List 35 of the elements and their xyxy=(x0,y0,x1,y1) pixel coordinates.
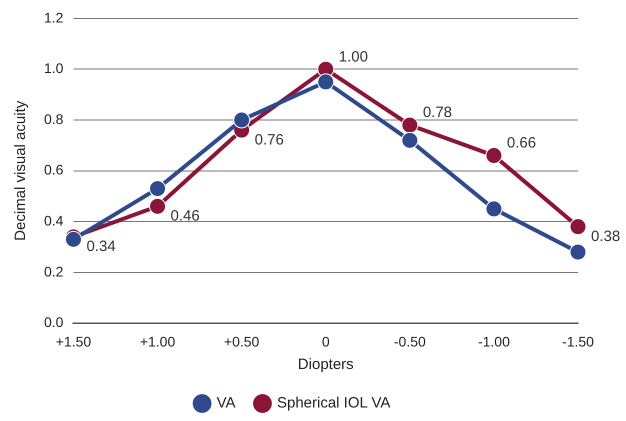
point xyxy=(401,132,418,149)
data-label: 1.00 xyxy=(338,48,368,66)
x-tick-label: -1.00 xyxy=(478,333,510,350)
x-tick-label: -1.50 xyxy=(562,333,594,350)
x-tick-label: +1.50 xyxy=(56,333,92,350)
point xyxy=(149,198,166,215)
point xyxy=(149,180,166,198)
data-label: 0.66 xyxy=(506,134,536,152)
legend-label: VA xyxy=(216,394,236,412)
x-axis-title: Diopters xyxy=(298,356,354,374)
x-tick-label: 0 xyxy=(322,333,330,350)
y-tick-label: 1.0 xyxy=(44,60,64,76)
point xyxy=(570,244,586,261)
point xyxy=(485,200,502,218)
point xyxy=(401,116,418,134)
data-label: 0.34 xyxy=(86,238,116,255)
y-tick-label: 1.2 xyxy=(44,9,64,26)
x-tick-label: -0.50 xyxy=(394,333,426,350)
y-tick-label: 0.2 xyxy=(44,263,64,280)
y-tick-label: 0.8 xyxy=(44,110,64,127)
data-label: 0.78 xyxy=(422,104,452,122)
data-label: 0.46 xyxy=(170,208,200,224)
y-tick-label: 0.0 xyxy=(44,314,64,330)
data-label: 0.38 xyxy=(591,228,620,245)
point xyxy=(485,147,502,164)
y-tick-label: 0.6 xyxy=(44,162,64,178)
data-label: 0.76 xyxy=(254,131,284,148)
point xyxy=(317,73,334,90)
y-axis-title: Decimal visual acuity xyxy=(12,100,30,241)
y-tick-label: 0.4 xyxy=(44,212,64,228)
point xyxy=(233,112,250,128)
legend-label: Spherical IOL VA xyxy=(276,394,390,412)
x-tick-label: +0.50 xyxy=(224,333,260,350)
x-tick-label: +1.00 xyxy=(140,333,176,350)
point xyxy=(570,218,586,236)
